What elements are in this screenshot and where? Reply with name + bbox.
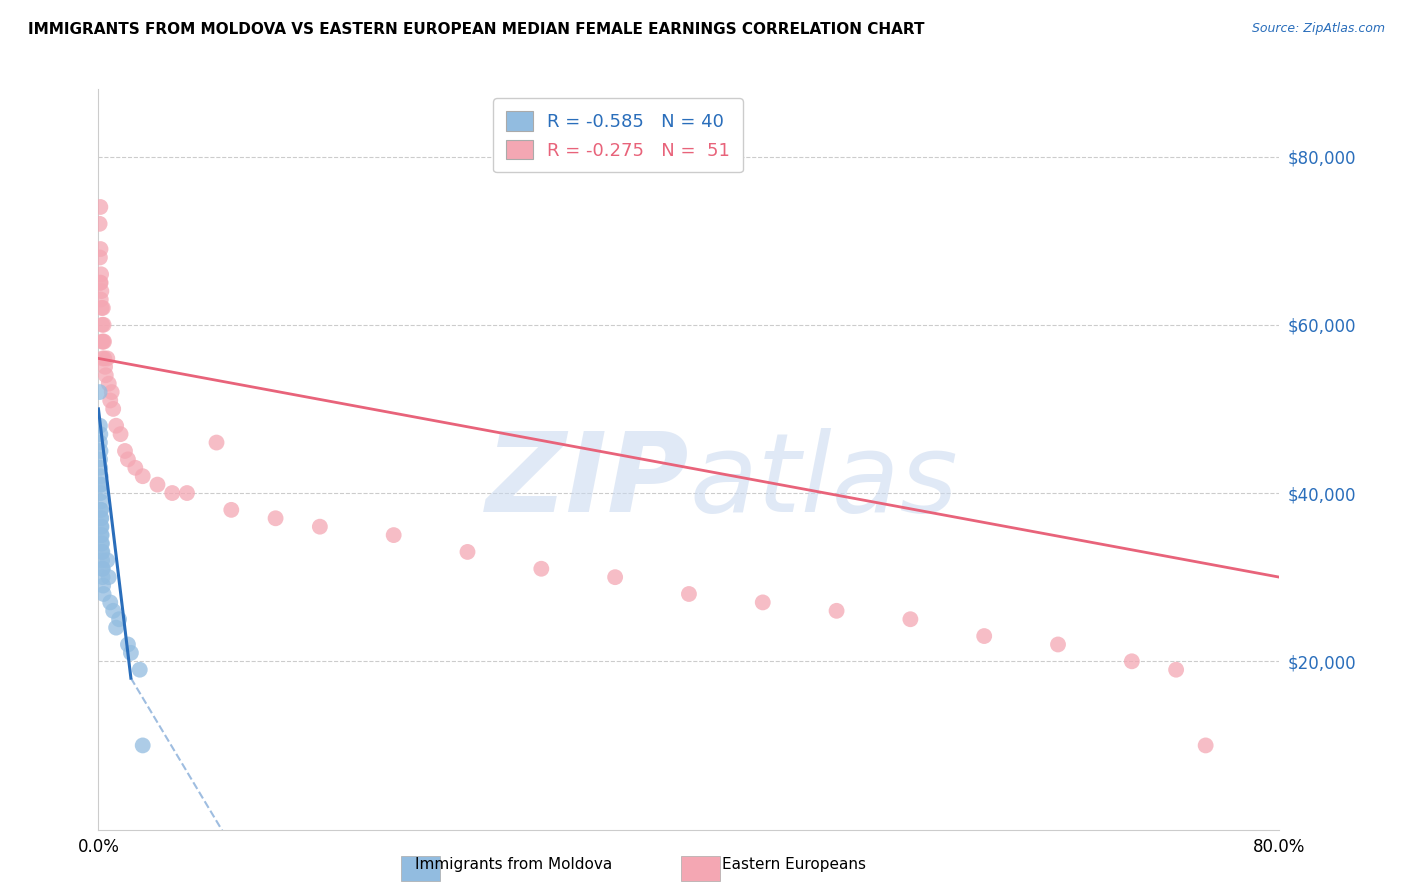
Point <box>90 536 112 550</box>
Point <box>110 427 132 442</box>
Point <box>90 494 112 508</box>
Text: Source: ZipAtlas.com: Source: ZipAtlas.com <box>1251 22 1385 36</box>
Point <box>91 301 114 315</box>
Text: Eastern Europeans: Eastern Europeans <box>723 857 866 872</box>
Point <box>752 595 775 609</box>
Point <box>1046 637 1070 651</box>
Point <box>90 276 112 290</box>
Point <box>89 242 111 256</box>
Point <box>98 595 121 609</box>
Point <box>93 351 115 366</box>
Point <box>108 612 131 626</box>
Point <box>96 351 118 366</box>
Point <box>89 251 111 265</box>
Point <box>90 511 112 525</box>
Point <box>94 368 117 383</box>
Point <box>89 435 111 450</box>
Point <box>90 528 112 542</box>
Point <box>264 511 287 525</box>
Point <box>825 604 848 618</box>
Point <box>90 503 112 517</box>
Point <box>103 604 125 618</box>
Point <box>530 562 553 576</box>
Point <box>89 444 111 458</box>
Point <box>382 528 405 542</box>
Point <box>94 359 117 374</box>
Point <box>457 545 479 559</box>
Point <box>90 519 112 533</box>
Point <box>90 519 112 533</box>
Point <box>103 401 125 416</box>
Point <box>91 334 114 349</box>
Point <box>91 570 114 584</box>
Point <box>90 545 112 559</box>
Point <box>128 663 150 677</box>
Legend: R = -0.585   N = 40, R = -0.275   N =  51: R = -0.585 N = 40, R = -0.275 N = 51 <box>494 98 742 172</box>
Point <box>89 200 111 214</box>
Text: ZIP: ZIP <box>485 428 689 535</box>
Point <box>96 553 118 567</box>
Point <box>1195 739 1218 753</box>
Point <box>114 444 136 458</box>
Point <box>89 427 111 442</box>
Point <box>309 519 332 533</box>
Point <box>973 629 995 643</box>
Point <box>91 562 114 576</box>
Point <box>91 334 114 349</box>
Point <box>97 376 120 391</box>
Point <box>90 301 112 315</box>
Point <box>132 469 155 483</box>
Point <box>124 460 146 475</box>
Point <box>605 570 627 584</box>
Point <box>89 217 111 231</box>
Point <box>105 621 128 635</box>
Point <box>89 452 111 467</box>
Point <box>132 739 155 753</box>
Point <box>89 385 111 400</box>
Point <box>117 452 139 467</box>
Point <box>90 284 112 298</box>
Point <box>90 293 112 307</box>
Point <box>162 486 183 500</box>
Point <box>90 268 112 282</box>
Point <box>90 503 112 517</box>
Point <box>90 511 112 525</box>
Point <box>100 385 122 400</box>
Point <box>89 418 111 433</box>
Point <box>205 435 228 450</box>
Point <box>91 553 114 567</box>
Point <box>90 477 112 491</box>
Point <box>1121 654 1143 668</box>
Point <box>105 418 128 433</box>
Point <box>90 469 112 483</box>
Point <box>117 637 139 651</box>
Point <box>93 587 115 601</box>
Point <box>1166 663 1188 677</box>
Point <box>91 545 114 559</box>
Point <box>146 477 169 491</box>
Point <box>89 276 111 290</box>
Point <box>221 503 243 517</box>
Point <box>176 486 198 500</box>
Point <box>91 351 114 366</box>
Point <box>91 536 114 550</box>
Point <box>90 528 112 542</box>
Text: Immigrants from Moldova: Immigrants from Moldova <box>415 857 612 872</box>
Point <box>98 393 121 408</box>
Point <box>91 562 114 576</box>
Point <box>97 570 120 584</box>
Point <box>900 612 922 626</box>
Point <box>91 578 114 592</box>
Point <box>678 587 700 601</box>
Text: atlas: atlas <box>689 428 957 535</box>
Point <box>93 334 115 349</box>
Point <box>89 477 111 491</box>
Text: IMMIGRANTS FROM MOLDOVA VS EASTERN EUROPEAN MEDIAN FEMALE EARNINGS CORRELATION C: IMMIGRANTS FROM MOLDOVA VS EASTERN EUROP… <box>28 22 925 37</box>
Point <box>93 318 115 332</box>
Point <box>90 486 112 500</box>
Point <box>89 460 111 475</box>
Point <box>91 318 114 332</box>
Point <box>120 646 142 660</box>
